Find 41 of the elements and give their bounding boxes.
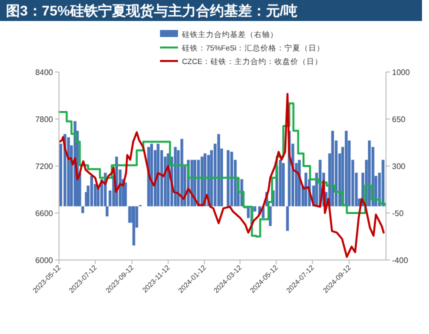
bar (210, 150, 213, 206)
y-tick-label: 6600 (35, 209, 54, 218)
bar (124, 182, 127, 206)
bar (374, 176, 378, 206)
bar (348, 140, 351, 206)
bar (67, 137, 70, 206)
bar (226, 150, 230, 206)
bar (108, 190, 112, 206)
bar (382, 160, 384, 206)
bar (331, 130, 334, 206)
y2-tick-label: 300 (392, 162, 406, 171)
y-tick-label: 6000 (35, 256, 54, 265)
bar (70, 145, 73, 206)
bar (118, 169, 122, 206)
bar (286, 206, 289, 231)
bar (220, 148, 224, 206)
bar (217, 134, 220, 206)
bar (354, 172, 358, 206)
bar (128, 206, 132, 223)
bar (150, 144, 153, 206)
bar (214, 144, 216, 206)
bar (334, 140, 338, 206)
bar (86, 186, 90, 206)
y-tick-label: 8400 (35, 68, 54, 77)
y-tick-label: 7200 (35, 162, 54, 171)
y2-tick-label: 1000 (392, 68, 410, 77)
bar (368, 140, 371, 206)
bar (156, 144, 160, 206)
bar (59, 144, 62, 206)
bar (90, 176, 94, 206)
bar (106, 206, 108, 216)
y2-tick-label: 650 (392, 115, 406, 124)
bar (278, 160, 282, 206)
title-band: 图3：75%硅铁宁夏现货与主力合约基差：元/吨 (0, 0, 422, 21)
y2-tick-label: -400 (392, 256, 409, 265)
bar (304, 172, 308, 206)
bar (294, 163, 298, 206)
y2-tick-label: -50 (392, 209, 404, 218)
bar (282, 163, 285, 206)
y-tick-label: 7800 (35, 115, 54, 124)
chart-title: 图3：75%硅铁宁夏现货与主力合约基差：元/吨 (6, 2, 298, 18)
